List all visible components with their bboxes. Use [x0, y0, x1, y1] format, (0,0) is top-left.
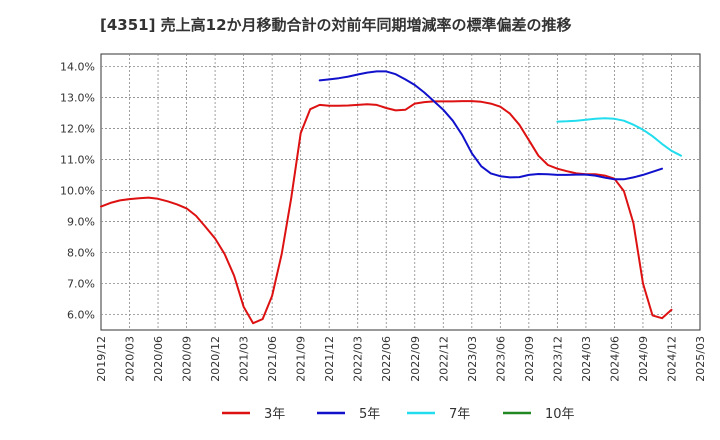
x-tick-label: 2023/06 [494, 336, 507, 382]
x-tick-label: 2024/03 [580, 336, 593, 382]
legend-item: 3年 [222, 407, 285, 422]
y-tick-label: 12.0% [60, 122, 95, 135]
legend-item: 5年 [317, 407, 380, 422]
legend-item: 10年 [503, 407, 575, 422]
legend-item: 7年 [407, 407, 470, 422]
x-tick-label: 2023/03 [466, 336, 479, 382]
x-tick-label: 2020/09 [181, 336, 194, 382]
x-tick-label: 2023/09 [523, 336, 536, 382]
x-tick-label: 2022/12 [437, 336, 450, 382]
y-tick-label: 8.0% [67, 246, 95, 259]
legend-label: 7年 [449, 407, 470, 422]
chart-title: [4351] 売上高12か月移動合計の対前年同期増減率の標準偏差の推移 [100, 16, 572, 34]
y-tick-label: 11.0% [60, 153, 95, 166]
x-tick-label: 2020/03 [124, 336, 137, 382]
x-tick-label: 2021/06 [266, 336, 279, 382]
series-line [556, 117, 682, 157]
x-tick-label: 2019/12 [95, 336, 108, 382]
x-tick-label: 2022/06 [380, 336, 393, 382]
y-tick-label: 13.0% [60, 91, 95, 104]
legend-label: 3年 [264, 407, 285, 422]
x-tick-label: 2024/06 [608, 336, 621, 382]
x-tick-label: 2025/03 [694, 336, 707, 382]
y-tick-label: 10.0% [60, 184, 95, 197]
legend-label: 5年 [359, 407, 380, 422]
x-tick-label: 2024/12 [665, 336, 678, 382]
plot-area [100, 53, 701, 331]
series-line [100, 100, 673, 325]
legend-label: 10年 [545, 407, 575, 422]
y-tick-label: 14.0% [60, 60, 95, 73]
x-tick-label: 2020/12 [209, 336, 222, 382]
x-tick-label: 2021/12 [323, 336, 336, 382]
x-tick-label: 2024/09 [637, 336, 650, 382]
x-tick-label: 2023/12 [551, 336, 564, 382]
y-tick-label: 6.0% [67, 308, 95, 321]
x-tick-label: 2021/09 [295, 336, 308, 382]
x-tick-label: 2020/06 [152, 336, 165, 382]
series-line [318, 70, 663, 181]
y-tick-label: 7.0% [67, 277, 95, 290]
x-tick-label: 2021/03 [238, 336, 251, 382]
x-tick-label: 2022/03 [352, 336, 365, 382]
y-tick-label: 9.0% [67, 215, 95, 228]
x-tick-label: 2022/09 [409, 336, 422, 382]
